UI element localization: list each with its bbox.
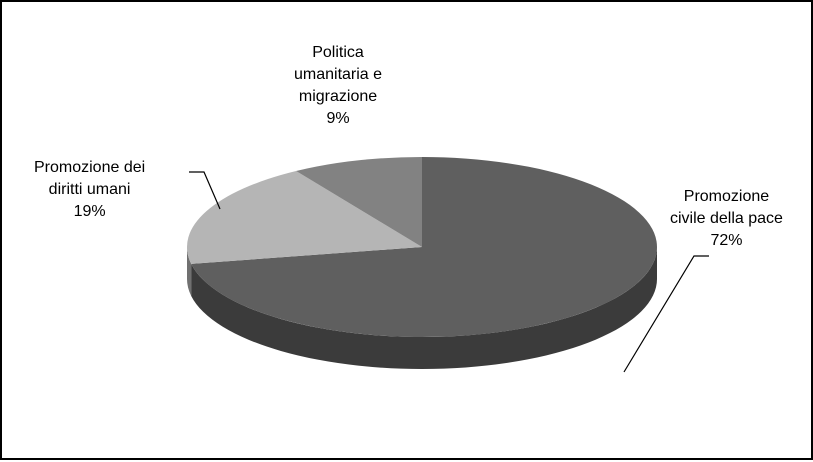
slice-value-label: 19% xyxy=(73,203,106,220)
slice-label-line: migrazione xyxy=(298,88,378,105)
slice-label-line: civile della pace xyxy=(670,210,783,227)
slice-label-line: Politica xyxy=(312,44,364,61)
slice-value-label: 72% xyxy=(710,232,743,249)
slice-label-politica-umanitaria: Politica umanitaria e migrazione 9% xyxy=(294,42,382,130)
slice-label-diritti-umani: Promozione dei diritti umani 19% xyxy=(34,157,145,223)
pie-side-1 xyxy=(187,247,192,296)
pie-side-0 xyxy=(191,247,658,370)
slice-label-line: diritti umani xyxy=(48,181,131,198)
slice-label-line: Promozione xyxy=(683,188,770,205)
slice-label-line: Promozione dei xyxy=(34,159,146,176)
pie-slice-0 xyxy=(191,157,658,338)
leader-line-diritti-umani xyxy=(189,171,221,210)
slice-label-line: umanitaria e xyxy=(294,66,383,83)
pie-slice-2 xyxy=(296,157,422,247)
pie-slice-1 xyxy=(186,171,422,264)
leader-line-civile-pace xyxy=(623,255,709,373)
slice-value-label: 9% xyxy=(326,110,350,127)
slice-label-civile-pace: Promozione civile della pace 72% xyxy=(670,186,783,252)
